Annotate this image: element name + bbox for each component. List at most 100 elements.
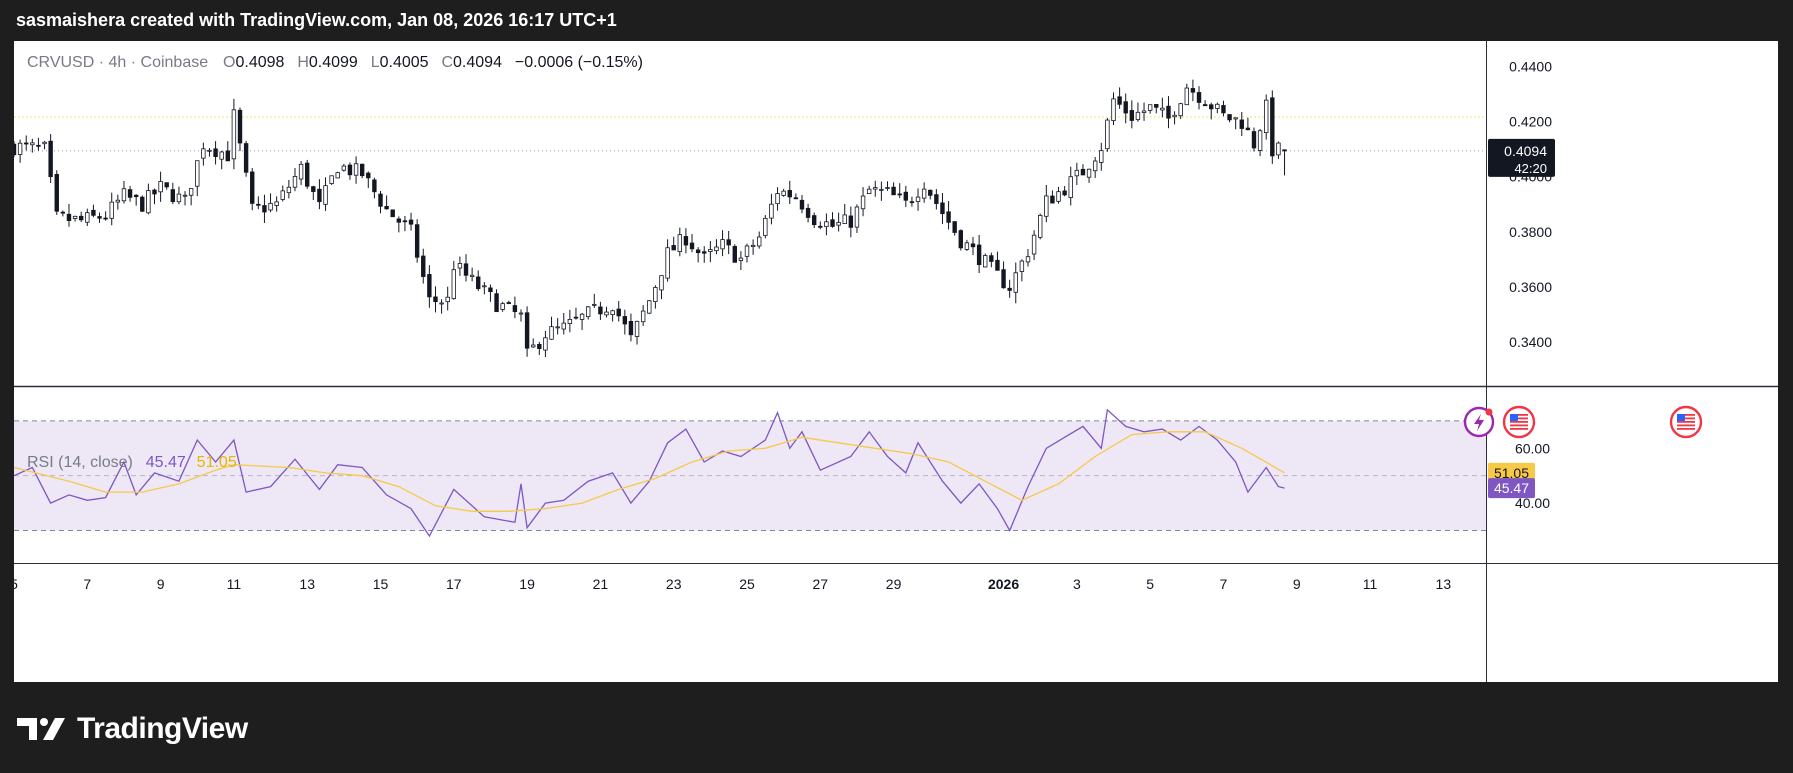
close-value: 0.4094	[453, 54, 502, 71]
candle-body	[1172, 114, 1177, 118]
candle	[353, 156, 359, 184]
candle	[1068, 166, 1073, 206]
candle-body	[830, 219, 835, 227]
candle	[811, 212, 817, 229]
candle-body	[146, 190, 151, 214]
candle-body	[158, 181, 163, 193]
price-axis-label: 0.4200	[1509, 114, 1552, 130]
candle	[30, 138, 35, 153]
chart-author-header: sasmaishera created with TradingView.com…	[16, 10, 617, 30]
candle	[512, 296, 518, 319]
rsi-ma-badge	[1488, 462, 1535, 483]
candle-body	[1092, 160, 1098, 172]
candle-body	[421, 255, 426, 277]
candle-body	[671, 245, 676, 251]
rsi-ma-line	[14, 431, 1285, 512]
candle	[1056, 186, 1061, 204]
candle-body	[897, 193, 902, 196]
candle	[1025, 249, 1031, 267]
candle-body	[1147, 104, 1153, 111]
candle	[543, 330, 548, 357]
candle-body	[848, 215, 854, 228]
candle-body	[250, 171, 255, 204]
tradingview-logo-icon	[17, 718, 65, 740]
us-flag-icon[interactable]	[1669, 405, 1703, 439]
flag-canton	[1677, 414, 1685, 421]
candle-body	[726, 239, 731, 246]
candle	[1160, 97, 1165, 118]
candle-body	[1013, 272, 1018, 293]
symbol-info[interactable]: CRVUSD · 4h · Coinbase	[27, 54, 209, 71]
candle	[427, 265, 432, 308]
candle-body	[592, 303, 597, 306]
candle	[1111, 92, 1116, 126]
candle	[195, 160, 200, 197]
rsi-title[interactable]: RSI (14, close)	[27, 454, 133, 471]
price-axis-label: 0.3600	[1509, 279, 1552, 295]
candle	[250, 168, 255, 211]
candle	[885, 181, 890, 191]
candle-body	[48, 140, 53, 178]
candle	[48, 134, 53, 183]
candle-body	[543, 337, 548, 351]
rsi-value: 45.47	[145, 454, 186, 471]
candle	[408, 212, 414, 231]
lightning-event-icon[interactable]	[1463, 406, 1495, 438]
candle-body	[115, 199, 121, 203]
candle-body	[1178, 103, 1183, 117]
candle-body	[231, 109, 237, 160]
candle-body	[445, 296, 450, 303]
candle	[1251, 127, 1257, 152]
candle	[1282, 149, 1287, 176]
ohlc-legend: CRVUSD · 4h · Coinbase O0.4098 H0.4099 L…	[27, 54, 643, 72]
candle-body	[341, 165, 347, 171]
open-value: 0.4098	[235, 54, 285, 71]
time-axis-label: 21	[593, 576, 609, 592]
candle	[738, 251, 744, 270]
candle	[1227, 114, 1232, 123]
candle-body	[775, 193, 780, 205]
candle-body	[60, 211, 66, 214]
candle-body	[573, 316, 579, 319]
candle-body	[720, 239, 725, 250]
candle	[555, 318, 560, 335]
candle	[469, 267, 475, 282]
candle	[311, 185, 316, 201]
candle-body	[1001, 269, 1006, 289]
candle	[616, 301, 621, 322]
candle	[1062, 186, 1067, 197]
candle	[433, 286, 438, 313]
candle	[366, 171, 371, 189]
candle-body	[1282, 149, 1287, 152]
time-axis-label: 19	[519, 576, 535, 592]
candle-body	[738, 257, 744, 261]
candle-body	[225, 150, 230, 162]
flag-stripe	[1510, 414, 1528, 416]
candle	[720, 230, 725, 257]
candle	[573, 307, 579, 320]
chart-svg[interactable]: 0.34000.36000.38000.40000.42000.440040.0…	[14, 41, 1778, 682]
candle-body	[537, 344, 542, 349]
candle	[170, 182, 176, 205]
candle-body	[1160, 107, 1165, 111]
candle-body	[390, 209, 395, 218]
candle-body	[280, 190, 285, 200]
us-flag-icon[interactable]	[1502, 405, 1536, 439]
candle-body	[30, 142, 35, 146]
time-axis-label: 7	[83, 576, 91, 592]
time-axis-label: 27	[813, 576, 829, 592]
candle	[549, 316, 554, 340]
candle	[970, 237, 976, 256]
candle	[268, 193, 273, 213]
candle	[653, 285, 658, 309]
candle-body	[885, 187, 890, 189]
candle	[384, 195, 389, 210]
candle	[903, 185, 909, 208]
time-axis-label: 11	[1363, 576, 1378, 592]
candle-body	[1233, 117, 1238, 120]
candle-body	[909, 201, 915, 204]
candle-body	[1111, 98, 1116, 121]
candle-body	[152, 189, 157, 195]
candle	[457, 256, 463, 276]
candle	[689, 234, 695, 253]
